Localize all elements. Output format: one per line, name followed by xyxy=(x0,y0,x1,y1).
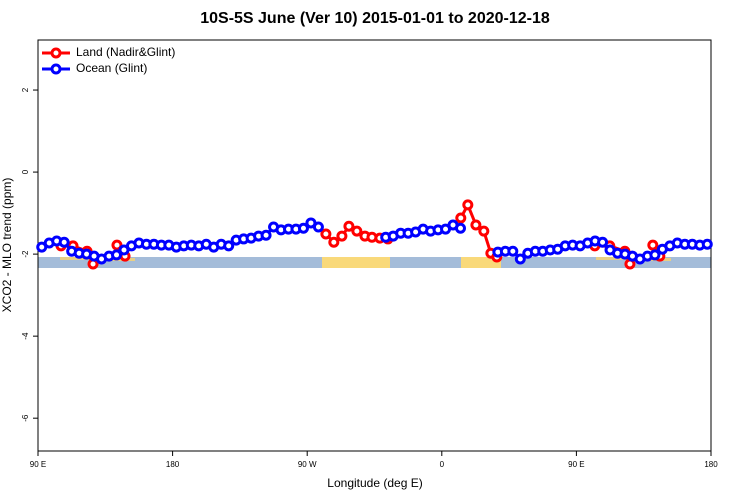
x-tick-label: 90 W xyxy=(298,460,317,469)
data-point xyxy=(260,229,272,241)
data-point xyxy=(514,253,526,265)
y-tick-label: 0 xyxy=(21,169,30,174)
y-tick-label: -2 xyxy=(21,250,30,258)
x-tick-label: 180 xyxy=(166,460,180,469)
data-point xyxy=(647,239,659,251)
y-tick-label: 2 xyxy=(21,87,30,92)
data-point xyxy=(470,219,482,231)
chart-title: 10S-5S June (Ver 10) 2015-01-01 to 2020-… xyxy=(200,10,550,27)
legend-label: Land (Nadir&Glint) xyxy=(76,45,175,59)
map-strip xyxy=(38,257,711,268)
data-point xyxy=(701,238,713,250)
land-strip xyxy=(461,257,501,268)
data-point xyxy=(462,199,474,211)
legend-label: Ocean (Glint) xyxy=(76,61,147,75)
data-point xyxy=(597,236,609,248)
data-point xyxy=(351,225,363,237)
y-tick-label: -4 xyxy=(21,332,30,340)
data-point xyxy=(58,236,70,248)
y-axis-label: XCO2 - MLO trend (ppm) xyxy=(0,178,14,313)
legend-marker xyxy=(50,47,62,59)
data-point xyxy=(320,228,332,240)
x-tick-label: 0 xyxy=(440,460,445,469)
data-point xyxy=(507,245,519,257)
data-point xyxy=(312,221,324,233)
data-point xyxy=(478,225,490,237)
data-point xyxy=(336,230,348,242)
series xyxy=(36,217,713,265)
y-tick-label: -6 xyxy=(21,414,30,422)
data-point xyxy=(111,249,123,261)
data-point xyxy=(454,222,466,234)
x-tick-label: 90 E xyxy=(30,460,46,469)
data-point xyxy=(111,239,123,251)
x-tick-label: 90 E xyxy=(568,460,584,469)
legend-marker xyxy=(50,63,62,75)
data-point xyxy=(328,236,340,248)
legend: Land (Nadir&Glint) Ocean (Glint) xyxy=(42,45,175,75)
land-strip xyxy=(60,257,90,260)
data-point xyxy=(649,249,661,261)
land-strip xyxy=(596,257,626,260)
x-axis-label: Longitude (deg E) xyxy=(327,476,422,490)
data-point xyxy=(297,222,309,234)
x-tick-label: 180 xyxy=(704,460,718,469)
data-point xyxy=(455,212,467,224)
data-point xyxy=(343,220,355,232)
data-point xyxy=(223,240,235,252)
land-strip xyxy=(322,257,390,268)
